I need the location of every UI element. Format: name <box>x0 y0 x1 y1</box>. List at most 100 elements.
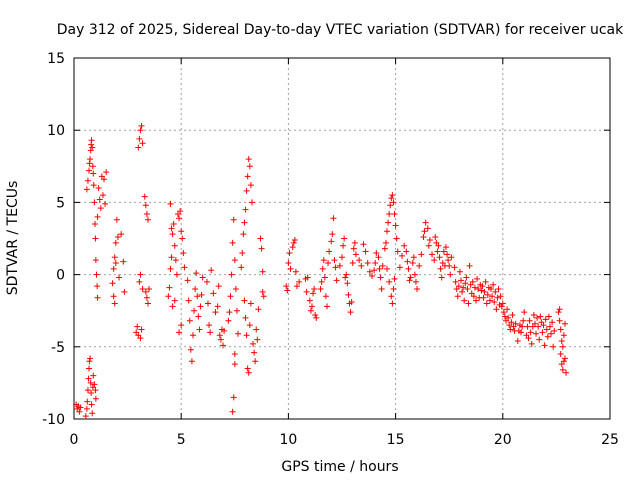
data-point <box>88 390 95 397</box>
data-point <box>498 303 505 310</box>
data-point <box>344 280 351 287</box>
data-point <box>512 320 519 327</box>
data-point <box>429 251 436 258</box>
data-point <box>424 225 431 232</box>
data-point <box>242 314 249 321</box>
data-point <box>557 326 564 333</box>
data-point <box>259 268 266 275</box>
y-tick-label: -5 <box>51 340 65 356</box>
data-point <box>508 319 515 326</box>
data-point <box>144 216 151 223</box>
data-point <box>112 260 119 267</box>
data-point <box>379 262 386 269</box>
data-point <box>197 303 204 310</box>
data-point <box>246 163 253 170</box>
data-point <box>296 278 303 285</box>
data-point <box>407 274 414 281</box>
data-point <box>142 288 149 295</box>
x-axis-label: GPS time / hours <box>281 459 398 475</box>
data-point <box>86 160 93 167</box>
data-point <box>195 313 202 320</box>
data-point <box>121 288 128 295</box>
data-point <box>113 216 120 223</box>
data-point <box>390 199 397 206</box>
data-point <box>394 248 401 255</box>
data-point <box>242 206 249 213</box>
data-point <box>321 274 328 281</box>
data-point <box>188 358 195 365</box>
data-point <box>251 349 258 356</box>
y-tick-label: -10 <box>42 412 65 428</box>
data-point <box>377 274 384 281</box>
data-point <box>556 306 563 313</box>
data-point <box>373 249 380 256</box>
data-point <box>561 320 568 327</box>
data-point <box>103 169 110 176</box>
data-point <box>246 322 253 329</box>
data-point <box>135 144 142 151</box>
data-point <box>116 274 123 281</box>
data-point <box>231 257 238 264</box>
data-point <box>457 277 464 284</box>
data-point <box>320 257 327 264</box>
data-point <box>189 332 196 339</box>
data-point <box>77 404 84 411</box>
data-point <box>388 293 395 300</box>
data-point <box>235 330 242 337</box>
data-point <box>405 265 412 272</box>
data-point <box>110 265 117 272</box>
data-point <box>371 267 378 274</box>
data-point <box>541 342 548 349</box>
data-point <box>83 186 90 193</box>
data-point <box>396 264 403 271</box>
data-point <box>196 326 203 333</box>
data-point <box>229 239 236 246</box>
data-point <box>112 239 119 246</box>
data-point <box>172 257 179 264</box>
data-point <box>356 257 363 264</box>
data-point <box>86 365 93 372</box>
data-point <box>336 262 343 269</box>
data-point <box>326 248 333 255</box>
data-point <box>84 398 91 405</box>
data-point <box>421 228 428 235</box>
data-point <box>179 235 186 242</box>
data-point <box>293 283 300 290</box>
data-point <box>137 127 144 134</box>
data-point <box>283 283 290 290</box>
data-point <box>382 239 389 246</box>
data-point <box>304 274 311 281</box>
data-point <box>94 294 101 301</box>
data-point <box>206 322 213 329</box>
data-point <box>384 265 391 272</box>
data-point <box>250 340 257 347</box>
data-point <box>505 314 512 321</box>
data-point <box>366 268 373 275</box>
data-point <box>91 381 98 388</box>
data-point <box>401 242 408 249</box>
x-tick-label: 10 <box>279 432 297 448</box>
data-point <box>241 297 248 304</box>
data-point <box>543 326 550 333</box>
x-tick-label: 0 <box>70 432 79 448</box>
data-point <box>199 274 206 281</box>
data-point <box>528 340 535 347</box>
data-point <box>545 313 552 320</box>
data-point <box>440 248 447 255</box>
data-point <box>143 294 150 301</box>
data-point <box>461 297 468 304</box>
data-point <box>180 249 187 256</box>
data-point <box>414 286 421 293</box>
data-point <box>95 184 102 191</box>
data-point <box>217 336 224 343</box>
data-point <box>381 245 388 252</box>
data-point <box>445 257 452 264</box>
data-point <box>306 297 313 304</box>
x-tick-label: 20 <box>494 432 512 448</box>
data-point <box>325 260 332 267</box>
data-point <box>243 187 250 194</box>
data-point <box>221 327 228 334</box>
data-point <box>193 270 200 277</box>
x-tick-labels: 0 5 10 15 20 25 <box>70 432 619 448</box>
data-point <box>185 297 192 304</box>
